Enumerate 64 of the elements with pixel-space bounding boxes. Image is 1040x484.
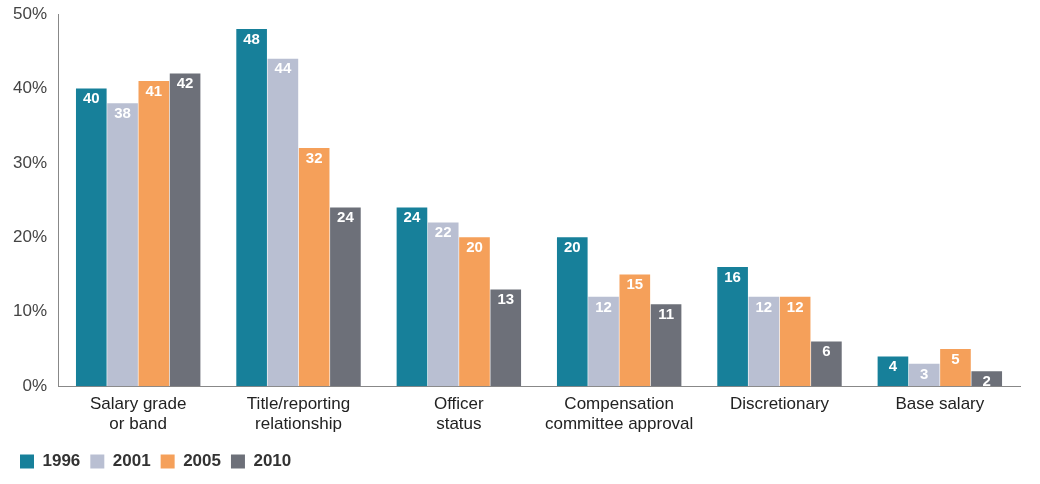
data-label: 20 [563, 237, 581, 255]
data-label: 32 [305, 148, 323, 166]
bar [490, 289, 522, 387]
bar [459, 237, 490, 387]
data-label: 22 [434, 223, 452, 241]
bar [267, 58, 299, 387]
bar [971, 371, 1003, 387]
x-tick-label: Base salary [895, 394, 985, 414]
data-label: 48 [243, 29, 260, 47]
data-label: 40 [82, 89, 100, 107]
bar [877, 356, 909, 387]
bar [650, 304, 682, 387]
bar [396, 207, 428, 387]
bar [138, 81, 170, 387]
y-tick-label: 10% [12, 301, 48, 321]
legend-label: 1996 [42, 451, 81, 471]
data-label: 15 [626, 275, 644, 293]
bar [427, 222, 459, 387]
y-tick-label: 40% [12, 78, 48, 98]
data-label: 6 [822, 342, 831, 360]
data-label: 24 [337, 208, 355, 226]
data-label: 41 [145, 81, 163, 99]
bar [748, 296, 780, 387]
data-label: 11 [658, 304, 674, 322]
y-tick-label: 50% [12, 3, 48, 23]
bar [717, 267, 748, 387]
bar [75, 88, 107, 387]
data-label: 3 [920, 364, 929, 382]
data-label: 12 [595, 297, 612, 315]
data-label: 12 [755, 297, 773, 315]
x-tick-label: Compensation committee approval [545, 394, 694, 434]
legend-label: 2010 [253, 451, 292, 471]
x-tick-label: Title/reporting relationship [246, 394, 351, 434]
bar [169, 73, 201, 387]
data-label: 13 [497, 290, 515, 308]
x-tick-label: Officer status [433, 394, 485, 434]
data-label: 42 [176, 74, 194, 92]
y-tick-label: 30% [12, 152, 48, 172]
data-label: 44 [274, 59, 292, 77]
bar [908, 363, 940, 387]
bar [298, 147, 330, 387]
data-label: 24 [403, 208, 421, 226]
data-label: 38 [114, 103, 131, 121]
y-tick-label: 0% [22, 375, 48, 395]
bar [811, 341, 842, 387]
legend-label: 2001 [112, 451, 151, 471]
bar [619, 274, 651, 387]
bar [779, 296, 811, 387]
data-label: 16 [724, 267, 741, 285]
bar [236, 28, 267, 387]
bar [940, 348, 971, 387]
bar [330, 207, 361, 387]
y-tick-label: 20% [12, 227, 48, 247]
data-label: 12 [786, 297, 804, 315]
bar [556, 237, 588, 387]
data-label: 4 [888, 357, 898, 375]
data-label: 5 [951, 349, 960, 367]
bar [107, 103, 138, 387]
data-label: 2 [982, 371, 991, 389]
x-tick-label: Salary grade or band [89, 394, 187, 434]
x-tick-label: Discretionary [729, 394, 830, 414]
bar [588, 296, 619, 387]
legend-label: 2005 [183, 451, 221, 471]
data-label: 20 [466, 237, 483, 255]
